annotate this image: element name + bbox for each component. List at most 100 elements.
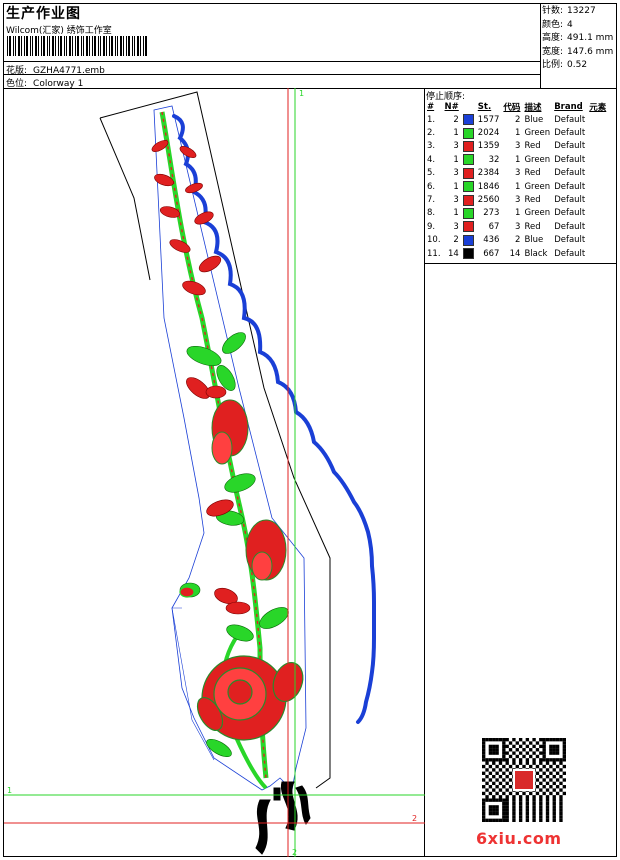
row-n: 3 (453, 168, 459, 179)
red-leaves-mid (186, 377, 251, 615)
stop-row: 6. 1 1846 1 Green Default (425, 180, 608, 193)
colorway-divider (3, 74, 541, 75)
row-element (587, 193, 608, 206)
row-code: 2 (515, 235, 521, 246)
row-n: 1 (453, 128, 459, 139)
stat-height: 高度: 491.1 mm (542, 33, 614, 43)
row-index: 9. (427, 221, 436, 232)
row-index: 8. (427, 208, 436, 219)
row-swatch (461, 180, 476, 193)
row-desc: Red (524, 168, 541, 179)
qr-code (482, 738, 566, 822)
stop-row: 4. 1 32 1 Green Default (425, 153, 608, 166)
row-n: 14 (447, 248, 459, 259)
header-divider (3, 88, 617, 89)
color-swatch (462, 234, 474, 246)
guide-v-green-label: 1 (299, 89, 304, 98)
color-swatch (462, 207, 474, 219)
row-element (587, 207, 608, 220)
row-swatch (461, 140, 476, 153)
row-stitches: 1846 (477, 181, 500, 192)
col-header-element: 元素 (589, 103, 607, 113)
row-brand: Default (554, 208, 586, 219)
stat-width: 宽度: 147.6 mm (542, 46, 614, 57)
red-flower-large (196, 655, 304, 741)
row-stitches: 273 (483, 208, 500, 219)
row-desc: Blue (524, 114, 544, 125)
color-swatch (462, 194, 474, 206)
page-title: 生产作业图 (6, 6, 81, 22)
colorway-value: Colorway 1 (33, 79, 84, 89)
row-index: 4. (427, 154, 436, 165)
stop-sequence-table: # N# St. 代码 描述 Brand 元素 1. 2 1577 2 Blue Defa… (425, 101, 608, 260)
col-header-desc: 描述 (524, 103, 542, 113)
row-element (587, 140, 608, 153)
row-index: 1. (427, 114, 436, 125)
row-code: 3 (515, 141, 521, 152)
stop-sequence-body: 1. 2 1577 2 Blue Default 2. 1 2024 1 Green Default 3… (425, 113, 608, 260)
embroidery-design: 1 2 1 2 (4, 88, 425, 857)
col-header-swatch (461, 101, 476, 113)
row-desc: Green (524, 181, 551, 192)
row-index: 7. (427, 195, 436, 206)
stop-row: 3. 3 1359 3 Red Default (425, 140, 608, 153)
row-brand: Default (554, 248, 586, 259)
table-bottom-divider (424, 263, 617, 264)
col-header-brand: Brand (554, 102, 583, 112)
row-n: 1 (453, 154, 459, 165)
green-leaves-mid (179, 332, 289, 758)
row-brand: Default (554, 195, 586, 206)
row-swatch (461, 207, 476, 220)
blue-scallop-border (172, 114, 377, 724)
stop-row: 5. 3 2384 3 Red Default (425, 167, 608, 180)
col-header-stitches: St. (477, 102, 492, 112)
pattern-divider (3, 61, 541, 62)
color-swatch (462, 248, 474, 260)
row-n: 2 (453, 235, 459, 246)
row-index: 2. (427, 128, 436, 139)
row-swatch (461, 126, 476, 139)
row-element (587, 180, 608, 193)
stats-divider (540, 3, 541, 88)
row-code: 1 (515, 181, 521, 192)
row-stitches: 436 (483, 235, 500, 246)
red-leaves-upper (151, 140, 222, 296)
row-stitches: 2024 (477, 128, 500, 139)
color-swatch (462, 127, 474, 139)
row-element (587, 167, 608, 180)
colorway-row: 色位: Colorway 1 (6, 76, 83, 89)
col-header-index: # (427, 102, 435, 112)
row-code: 1 (515, 154, 521, 165)
row-brand: Default (554, 181, 586, 192)
red-flower-middle (245, 519, 287, 581)
row-code: 3 (515, 221, 521, 232)
panel-divider (424, 88, 425, 857)
row-desc: Green (524, 154, 551, 165)
color-swatch (462, 140, 474, 152)
row-code: 1 (515, 208, 521, 219)
col-header-n: N# (444, 102, 459, 112)
row-swatch (461, 220, 476, 233)
col-header-code: 代码 (503, 103, 521, 113)
red-flower-upper (211, 399, 249, 465)
row-swatch (461, 153, 476, 166)
left-outline (99, 117, 151, 281)
stop-row: 11. 14 667 14 Black Default (425, 247, 608, 260)
row-n: 2 (453, 114, 459, 125)
row-index: 5. (427, 168, 436, 179)
row-stitches: 667 (483, 248, 500, 259)
stop-row: 2. 1 2024 1 Green Default (425, 126, 608, 139)
company-name: Wilcom(汇家) 绣饰工作室 (6, 26, 112, 36)
stop-row: 10. 2 436 2 Blue Default (425, 234, 608, 247)
row-desc: Green (524, 128, 551, 139)
row-code: 2 (515, 114, 521, 125)
row-stitches: 2384 (477, 168, 500, 179)
row-index: 6. (427, 181, 436, 192)
stop-sequence-title: 停止顺序: (426, 92, 466, 102)
row-swatch (461, 167, 476, 180)
row-element (587, 247, 608, 260)
guide-h-red-label: 2 (412, 814, 417, 823)
guide-h-green-label: 1 (7, 786, 12, 795)
row-element (587, 113, 608, 126)
row-stitches: 2560 (477, 195, 500, 206)
